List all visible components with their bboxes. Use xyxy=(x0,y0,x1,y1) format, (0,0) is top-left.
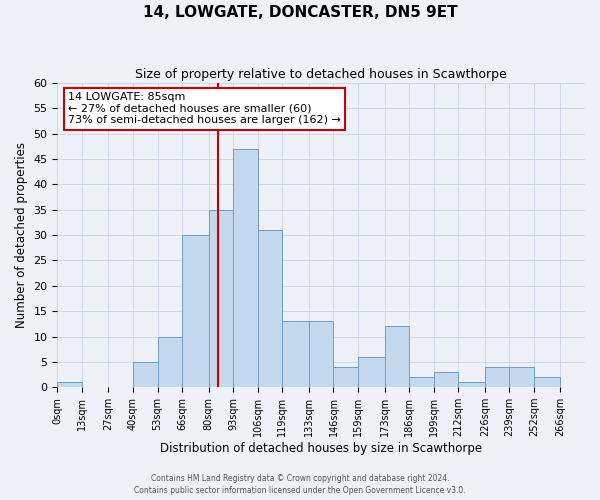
Bar xyxy=(509,367,534,387)
Bar xyxy=(209,210,233,387)
Bar xyxy=(485,367,509,387)
Bar xyxy=(334,367,358,387)
Bar xyxy=(434,372,458,387)
Bar xyxy=(409,377,434,387)
Bar xyxy=(233,149,258,387)
Title: Size of property relative to detached houses in Scawthorpe: Size of property relative to detached ho… xyxy=(136,68,507,80)
Bar xyxy=(283,322,309,387)
Bar xyxy=(309,322,334,387)
Bar xyxy=(58,382,82,387)
X-axis label: Distribution of detached houses by size in Scawthorpe: Distribution of detached houses by size … xyxy=(160,442,482,455)
Text: 14, LOWGATE, DONCASTER, DN5 9ET: 14, LOWGATE, DONCASTER, DN5 9ET xyxy=(143,5,457,20)
Text: Contains HM Land Registry data © Crown copyright and database right 2024.
Contai: Contains HM Land Registry data © Crown c… xyxy=(134,474,466,495)
Bar xyxy=(458,382,485,387)
Bar xyxy=(358,357,385,387)
Bar xyxy=(133,362,158,387)
Bar xyxy=(182,235,209,387)
Text: 14 LOWGATE: 85sqm
← 27% of detached houses are smaller (60)
73% of semi-detached: 14 LOWGATE: 85sqm ← 27% of detached hous… xyxy=(68,92,341,126)
Y-axis label: Number of detached properties: Number of detached properties xyxy=(15,142,28,328)
Bar xyxy=(258,230,283,387)
Bar xyxy=(385,326,409,387)
Bar xyxy=(158,336,182,387)
Bar xyxy=(534,377,560,387)
